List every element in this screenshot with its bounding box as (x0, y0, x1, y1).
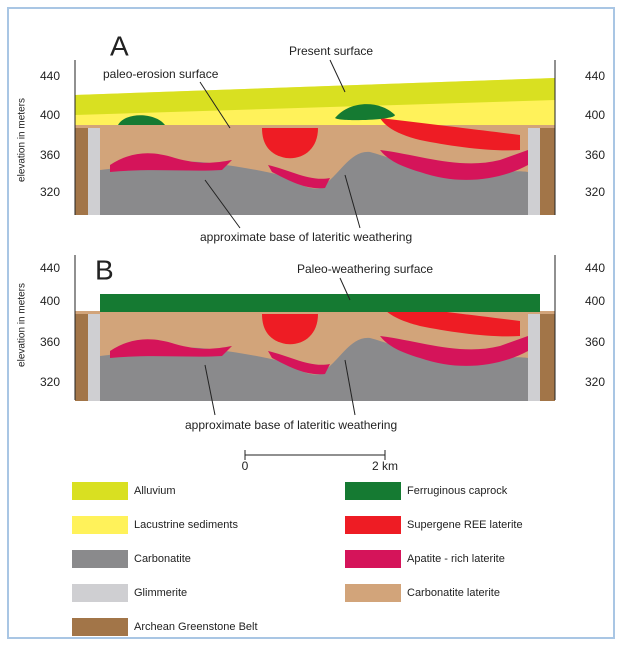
legend-swatch (345, 516, 401, 534)
tick-label: 320 (585, 375, 605, 389)
legend-label: Apatite - rich laterite (407, 553, 505, 565)
figure: A Present surface paleo-erosion surface … (0, 0, 623, 646)
panel-label: A (110, 30, 129, 61)
legend-label: Carbonatite laterite (407, 587, 500, 599)
tick-label: 360 (40, 335, 60, 349)
top-label: Paleo-weathering surface (297, 262, 433, 276)
legend-label: Alluvium (134, 485, 176, 497)
legend-swatch (72, 618, 128, 636)
tick-label: 440 (585, 261, 605, 275)
tick-label: 440 (40, 69, 60, 83)
legend-swatch (72, 550, 128, 568)
tick-label: 400 (40, 108, 60, 122)
scale-start: 0 (242, 459, 249, 473)
base-label: approximate base of lateritic weathering (185, 418, 397, 432)
tick-label: 440 (40, 261, 60, 275)
legend-swatch (72, 516, 128, 534)
legend-swatch (72, 584, 128, 602)
tick-label: 360 (585, 335, 605, 349)
legend-swatch (345, 584, 401, 602)
tick-label: 440 (585, 69, 605, 83)
y-axis-label: elevation in meters (17, 98, 28, 182)
base-label: approximate base of lateritic weathering (200, 230, 412, 244)
surface-label: paleo-erosion surface (103, 67, 219, 81)
legend-label: Supergene REE laterite (407, 519, 523, 531)
panel-label: B (95, 254, 114, 285)
legend-label: Lacustrine sediments (134, 519, 238, 531)
tick-label: 320 (40, 185, 60, 199)
tick-label: 400 (585, 294, 605, 308)
legend-label: Archean Greenstone Belt (134, 621, 258, 633)
legend-label: Ferruginous caprock (407, 485, 508, 497)
legend-label: Glimmerite (134, 587, 187, 599)
tick-label: 360 (40, 148, 60, 162)
legend-swatch (345, 550, 401, 568)
legend-label: Carbonatite (134, 553, 191, 565)
y-axis-label: elevation in meters (17, 283, 28, 367)
legend-swatch (345, 482, 401, 500)
tick-label: 400 (40, 294, 60, 308)
legend-swatch (72, 482, 128, 500)
top-label: Present surface (289, 44, 373, 58)
scale-end: 2 km (372, 459, 398, 473)
tick-label: 320 (585, 185, 605, 199)
tick-label: 320 (40, 375, 60, 389)
tick-label: 400 (585, 108, 605, 122)
tick-label: 360 (585, 148, 605, 162)
